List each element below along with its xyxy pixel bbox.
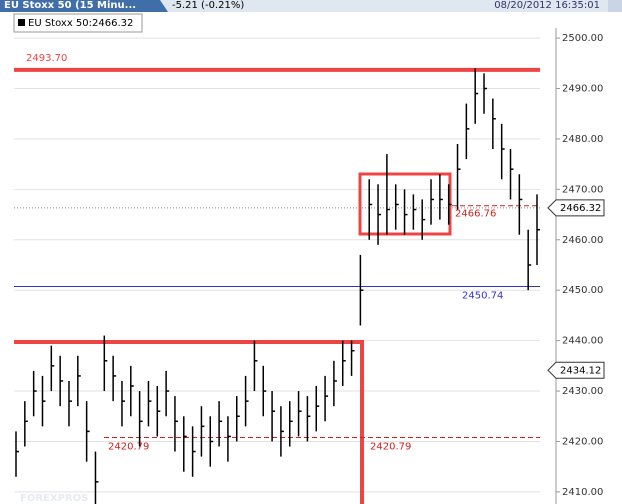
tab[interactable] [0,0,168,12]
tab-title[interactable]: EU Stoxx 50 (15 Minu... [4,0,136,11]
legend-box [13,13,143,33]
marker-price-label-tag [547,361,605,379]
marker-price-label: 2434.12 [560,365,601,376]
last-price-label-tag [547,199,605,217]
close-button[interactable] [608,0,622,12]
y-tick-label: 2450.00 [562,285,603,296]
last-price-label: 2466.32 [560,203,601,214]
y-tick-label: 2420.00 [562,436,603,447]
box-level-label: 2466.76 [455,209,496,220]
y-tick-label: 2460.00 [562,235,603,246]
base-box [14,340,364,504]
y-tick-label: 2470.00 [562,184,603,195]
legend-swatch [18,19,25,26]
y-tick-label: 2430.00 [562,386,603,397]
timestamp: 08/20/2012 16:35:01 [494,0,600,11]
y-tick-label: 2410.00 [562,487,603,498]
y-tick-label: 2490.00 [562,84,603,95]
change: -5.21 (-0.21%) [172,0,244,11]
y-tick-label: 2480.00 [562,134,603,145]
y-tick-label: 2500.00 [562,33,603,44]
dashed-level-label: 2420.79 [370,441,411,452]
support-label: 2450.74 [462,290,503,301]
y-tick-label: 2440.00 [562,336,603,347]
watermark: FOREXPROS [20,493,88,504]
resistance-label: 2493.70 [26,53,67,64]
legend: EU Stoxx 50:2466.32 [28,18,133,29]
dashed-level-label: 2420.79 [108,441,149,452]
